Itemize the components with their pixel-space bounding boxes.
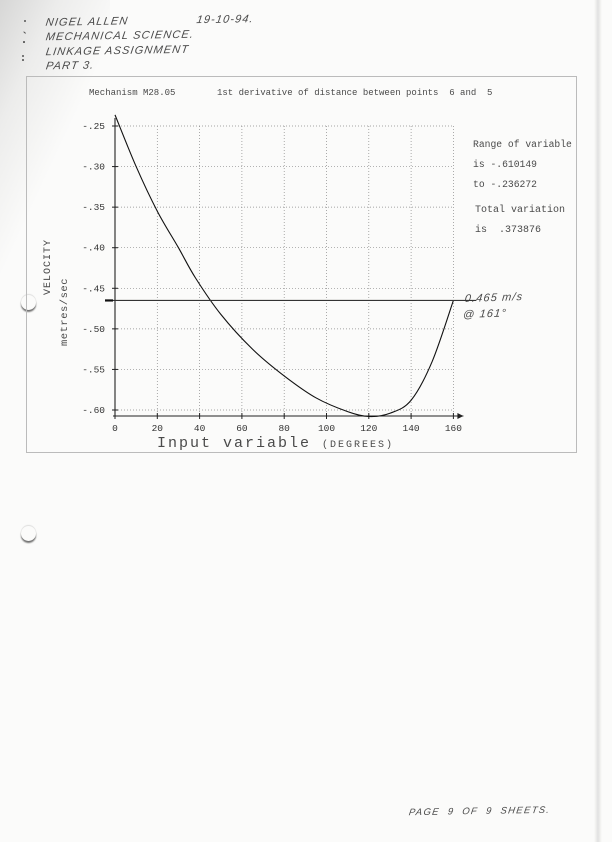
svg-text:-.60: -.60 — [82, 405, 105, 416]
svg-text:0: 0 — [112, 423, 118, 434]
svg-text:120: 120 — [360, 423, 377, 434]
svg-text:-.25: -.25 — [82, 121, 105, 132]
svg-text:-.45: -.45 — [82, 283, 105, 294]
svg-text:-.50: -.50 — [82, 324, 105, 335]
svg-text:160: 160 — [445, 423, 462, 434]
svg-text:40: 40 — [194, 423, 206, 434]
svg-text:-.55: -.55 — [82, 364, 105, 375]
svg-text:-.40: -.40 — [82, 243, 105, 254]
svg-text:60: 60 — [236, 423, 248, 434]
svg-text:-.35: -.35 — [82, 202, 105, 213]
svg-text:80: 80 — [278, 423, 290, 434]
svg-text:100: 100 — [318, 423, 335, 434]
svg-text:140: 140 — [403, 423, 420, 434]
svg-text:-.30: -.30 — [82, 162, 105, 173]
svg-text:20: 20 — [152, 423, 164, 434]
